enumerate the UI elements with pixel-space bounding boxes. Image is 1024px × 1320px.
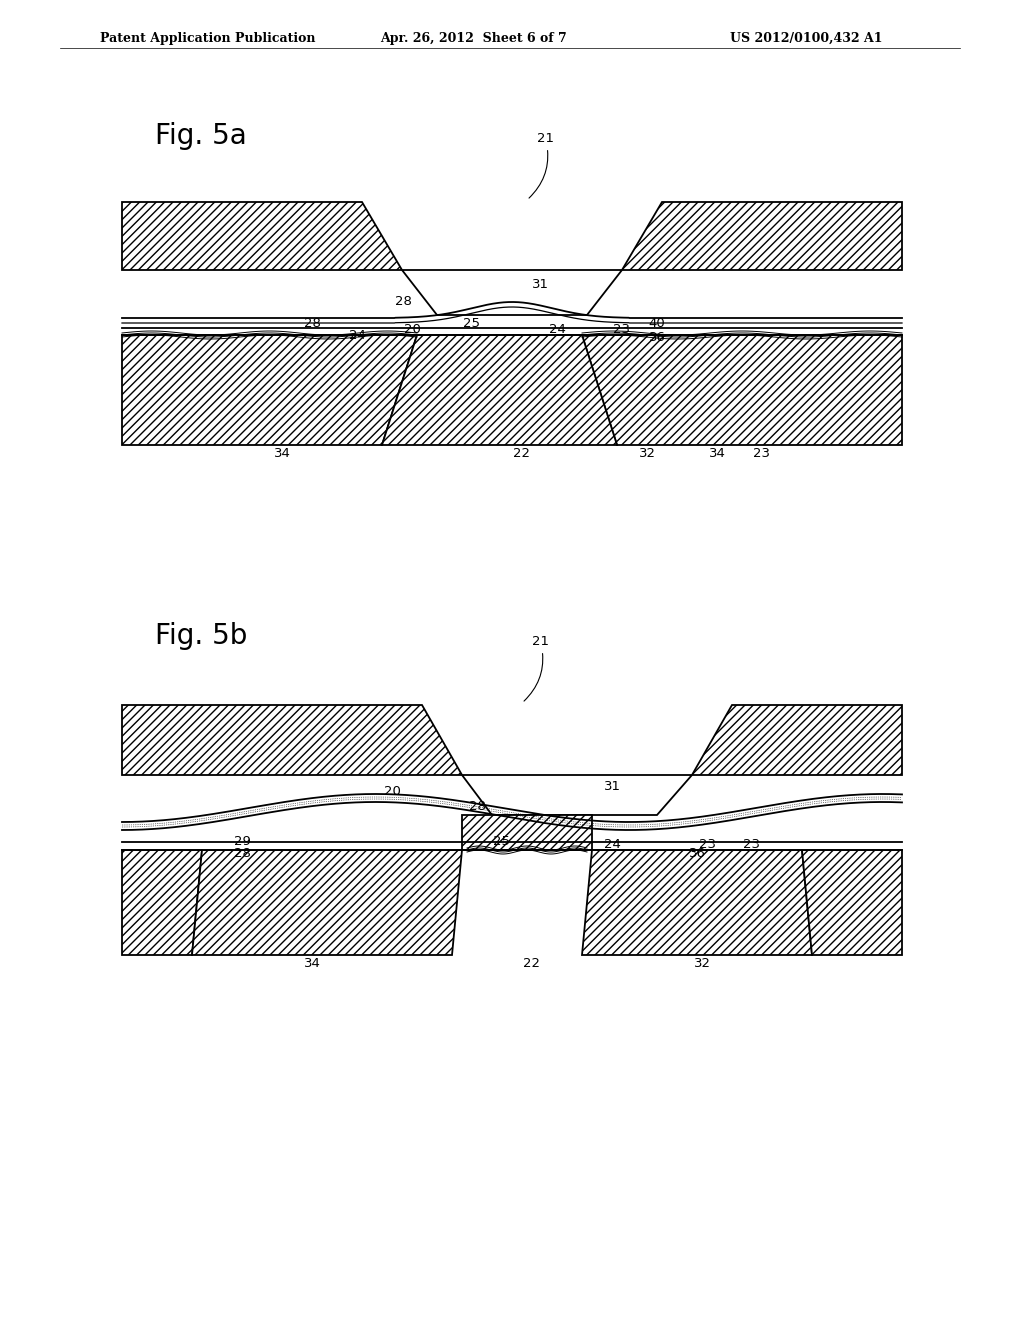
Text: 28: 28: [303, 317, 321, 330]
Text: 22: 22: [513, 447, 530, 459]
Polygon shape: [692, 705, 902, 775]
Polygon shape: [402, 271, 622, 315]
Text: 20: 20: [384, 785, 400, 799]
Text: 28: 28: [395, 294, 412, 308]
Polygon shape: [462, 775, 692, 814]
Text: 34: 34: [709, 447, 725, 459]
Text: 24: 24: [348, 329, 366, 342]
Text: 20: 20: [403, 323, 421, 337]
Text: 36: 36: [688, 847, 706, 861]
Text: US 2012/0100,432 A1: US 2012/0100,432 A1: [730, 32, 883, 45]
Polygon shape: [802, 850, 902, 954]
Text: 31: 31: [532, 277, 549, 290]
Text: 24: 24: [603, 838, 621, 851]
Text: 23: 23: [698, 838, 716, 851]
Text: 23: 23: [754, 447, 770, 459]
Text: 25: 25: [464, 317, 480, 330]
Text: 29: 29: [233, 836, 251, 847]
Text: 23: 23: [613, 323, 631, 337]
Polygon shape: [582, 335, 902, 445]
Text: 23: 23: [743, 838, 761, 851]
Text: 40: 40: [648, 317, 666, 330]
Polygon shape: [582, 850, 812, 954]
Polygon shape: [122, 335, 417, 445]
Polygon shape: [462, 814, 592, 850]
Text: 28: 28: [233, 847, 251, 861]
Text: 24: 24: [549, 323, 565, 337]
Text: Fig. 5b: Fig. 5b: [155, 622, 248, 649]
Polygon shape: [622, 202, 902, 271]
Text: 32: 32: [639, 447, 655, 459]
Text: 25: 25: [494, 836, 511, 847]
Text: Patent Application Publication: Patent Application Publication: [100, 32, 315, 45]
Text: 32: 32: [693, 957, 711, 970]
Polygon shape: [193, 850, 462, 954]
Text: 21: 21: [524, 635, 549, 701]
Text: Fig. 5a: Fig. 5a: [155, 121, 247, 150]
Text: Apr. 26, 2012  Sheet 6 of 7: Apr. 26, 2012 Sheet 6 of 7: [380, 32, 566, 45]
Polygon shape: [122, 202, 402, 271]
Polygon shape: [382, 335, 617, 445]
Text: 28: 28: [469, 800, 485, 813]
Text: 22: 22: [523, 957, 541, 970]
Text: 34: 34: [303, 957, 321, 970]
Text: 36: 36: [648, 331, 666, 345]
Polygon shape: [122, 705, 462, 775]
Text: 34: 34: [273, 447, 291, 459]
Polygon shape: [122, 850, 202, 954]
Text: 21: 21: [529, 132, 554, 198]
Text: 31: 31: [603, 780, 621, 793]
